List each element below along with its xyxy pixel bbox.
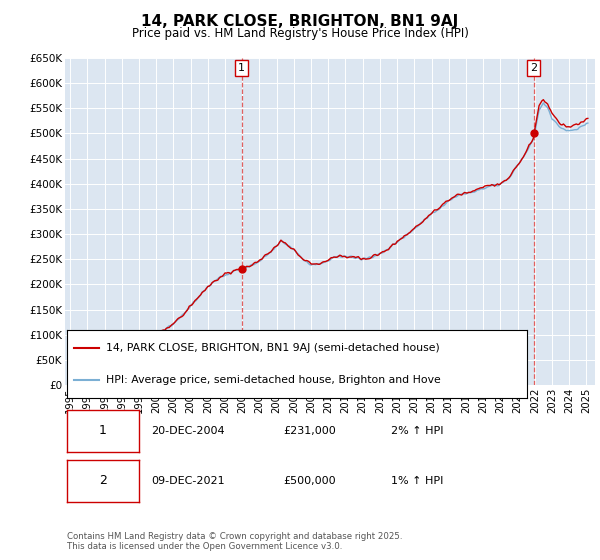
Text: 1: 1 [238,63,245,73]
Text: 14, PARK CLOSE, BRIGHTON, BN1 9AJ (semi-detached house): 14, PARK CLOSE, BRIGHTON, BN1 9AJ (semi-… [106,343,440,353]
Text: Contains HM Land Registry data © Crown copyright and database right 2025.
This d: Contains HM Land Registry data © Crown c… [67,532,403,552]
Text: 20-DEC-2004: 20-DEC-2004 [151,426,224,436]
Text: 1% ↑ HPI: 1% ↑ HPI [391,476,443,486]
Text: 2: 2 [99,474,107,488]
Text: 14, PARK CLOSE, BRIGHTON, BN1 9AJ: 14, PARK CLOSE, BRIGHTON, BN1 9AJ [142,14,458,29]
Text: £500,000: £500,000 [283,476,335,486]
Text: 2% ↑ HPI: 2% ↑ HPI [391,426,443,436]
Text: 2: 2 [530,63,537,73]
Text: HPI: Average price, semi-detached house, Brighton and Hove: HPI: Average price, semi-detached house,… [106,375,441,385]
Text: Price paid vs. HM Land Registry's House Price Index (HPI): Price paid vs. HM Land Registry's House … [131,27,469,40]
Text: £231,000: £231,000 [283,426,336,436]
Text: 09-DEC-2021: 09-DEC-2021 [151,476,224,486]
Text: 1: 1 [99,424,107,437]
